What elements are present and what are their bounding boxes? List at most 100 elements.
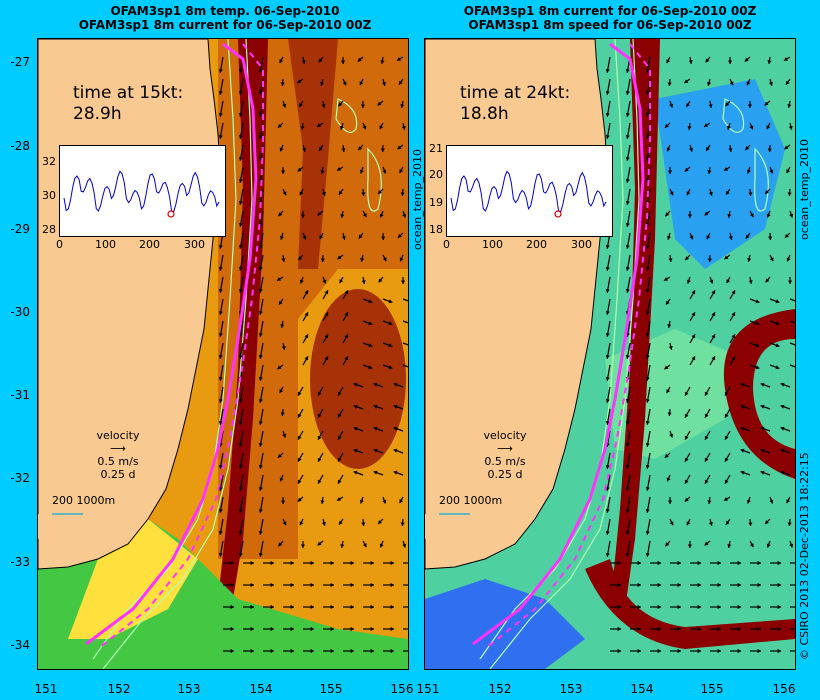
velocity-arrowhead — [780, 448, 785, 453]
velocity-arrowhead — [238, 179, 243, 183]
velocity-arrowhead — [727, 125, 731, 130]
velocity-arrowhead — [637, 648, 641, 654]
velocity-arrowhead — [657, 604, 661, 610]
velocity-arrowhead — [717, 604, 721, 610]
left-inset-ytick-1: 30 — [42, 189, 56, 202]
velocity-arrowhead — [747, 258, 752, 262]
velocity-arrowhead — [238, 421, 243, 425]
velocity-arrowhead — [605, 509, 610, 513]
velocity-arrowhead — [766, 213, 771, 218]
velocity-arrowhead — [238, 355, 243, 359]
velocity-arrowhead — [368, 321, 373, 326]
velocity-arrowhead — [787, 104, 792, 108]
velocity-arrowhead — [218, 421, 223, 425]
velocity-arrowhead — [757, 560, 761, 566]
velocity-arrowhead — [310, 604, 314, 610]
right-velocity-title: velocity — [483, 429, 527, 442]
velocity-arrowhead — [218, 487, 223, 491]
velocity-arrowhead — [605, 531, 610, 535]
velocity-arrowhead — [338, 102, 343, 107]
velocity-arrowhead — [780, 382, 785, 387]
velocity-arrowhead — [390, 626, 394, 632]
velocity-arrowhead — [302, 147, 306, 152]
velocity-arrowhead — [382, 257, 387, 262]
velocity-arrowhead — [731, 290, 736, 295]
velocity-arrowhead — [765, 190, 769, 194]
velocity-arrowhead — [786, 257, 791, 262]
velocity-arrowhead — [669, 103, 674, 108]
velocity-arrowhead — [330, 560, 334, 566]
velocity-arrowhead — [218, 311, 223, 315]
velocity-arrowhead — [399, 499, 404, 504]
velocity-arrowhead — [645, 333, 650, 337]
right-inset-xtick-3: 300 — [571, 238, 592, 251]
velocity-arrowhead — [304, 334, 309, 339]
velocity-arrowhead — [757, 604, 761, 610]
y-tick-label: -32 — [10, 471, 30, 485]
velocity-arrowhead — [728, 148, 733, 152]
left-title-line1: OFAM3sp1 8m temp. 06-Sep-2010 — [110, 4, 340, 18]
x-tick-label: 152 — [107, 682, 131, 696]
velocity-arrowhead — [617, 648, 621, 654]
velocity-arrowhead — [382, 169, 387, 174]
velocity-arrowhead — [218, 91, 223, 95]
velocity-arrowhead — [697, 604, 701, 610]
ship-route-alt — [97, 43, 264, 650]
velocity-arrowhead — [704, 435, 709, 440]
velocity-arrowhead — [748, 522, 753, 526]
x-tick-label: 153 — [177, 682, 201, 696]
x-tick-label: 151 — [34, 682, 58, 696]
velocity-arrowhead — [238, 157, 243, 161]
velocity-arrowhead — [379, 125, 384, 130]
velocity-arrowhead — [724, 479, 729, 484]
velocity-arrowhead — [337, 167, 341, 171]
velocity-arrowhead — [691, 290, 696, 295]
velocity-arrowhead — [370, 604, 374, 610]
velocity-arrowhead — [393, 404, 398, 409]
velocity-arrowhead — [321, 521, 326, 526]
velocity-arrowhead — [605, 333, 610, 337]
velocity-arrowhead — [687, 214, 692, 218]
velocity-arrowhead — [317, 541, 322, 546]
velocity-arrowhead — [320, 258, 325, 262]
velocity-arrowhead — [708, 104, 713, 108]
velocity-arrowhead — [388, 321, 393, 326]
velocity-arrowhead — [666, 147, 671, 152]
left-inset-ytick-0: 32 — [42, 155, 56, 168]
velocity-arrowhead — [605, 377, 610, 381]
velocity-arrowhead — [726, 190, 730, 195]
velocity-arrowhead — [258, 311, 263, 315]
velocity-arrowhead — [668, 258, 673, 262]
velocity-arrowhead — [755, 343, 760, 348]
velocity-arrowhead — [279, 147, 284, 152]
velocity-arrowhead — [786, 80, 790, 85]
velocity-arrowhead — [397, 233, 402, 238]
velocity-arrowhead — [760, 426, 765, 431]
velocity-arrowhead — [777, 582, 781, 588]
velocity-arrowhead — [350, 582, 354, 588]
velocity-arrowhead — [301, 60, 306, 64]
velocity-arrowhead — [258, 267, 263, 271]
velocity-arrowhead — [373, 470, 378, 475]
velocity-arrowhead — [380, 60, 385, 64]
velocity-arrowhead — [625, 69, 630, 73]
velocity-arrowhead — [359, 81, 364, 86]
current-retroflection — [585, 559, 795, 649]
velocity-arrowhead — [368, 343, 373, 348]
velocity-arrowhead — [370, 648, 374, 654]
seamount-contour — [367, 147, 382, 212]
velocity-arrowhead — [353, 448, 358, 453]
velocity-arrowhead — [310, 560, 314, 566]
velocity-arrowhead — [401, 280, 406, 284]
velocity-arrowhead — [358, 146, 363, 151]
velocity-arrowhead — [320, 170, 325, 174]
velocity-arrowhead — [707, 81, 712, 86]
velocity-arrowhead — [728, 236, 733, 240]
velocity-arrowhead — [711, 290, 716, 295]
velocity-arrowhead — [270, 582, 274, 588]
velocity-arrowhead — [238, 201, 243, 205]
velocity-arrowhead — [390, 604, 394, 610]
velocity-arrowhead — [330, 626, 334, 632]
left-inset-ytick-2: 28 — [42, 223, 56, 236]
velocity-arrowhead — [340, 544, 345, 548]
